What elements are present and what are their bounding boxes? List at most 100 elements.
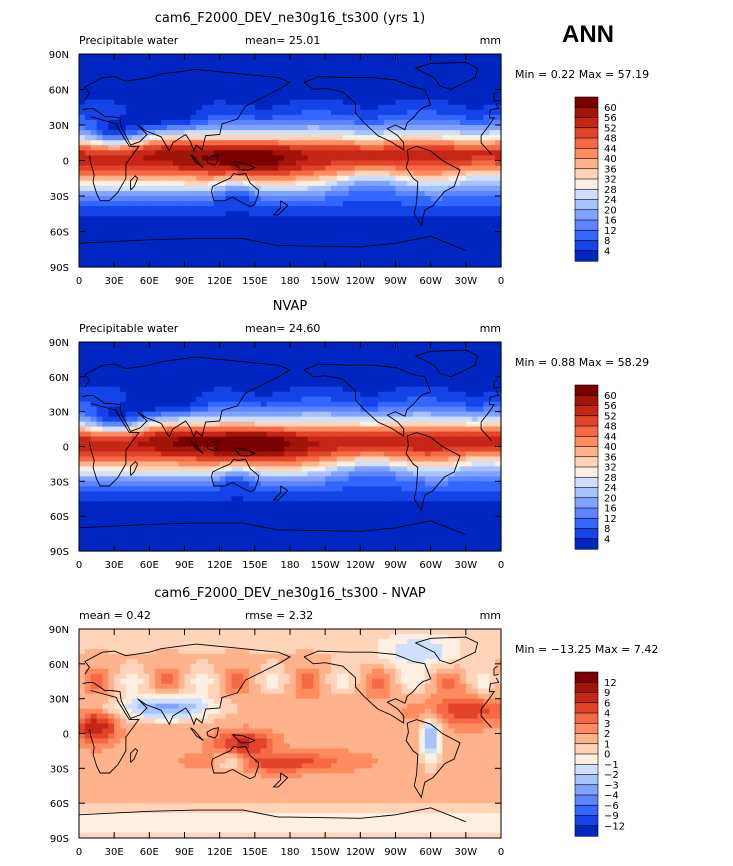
heatmap-cell (149, 201, 156, 207)
heatmap-cell (418, 185, 426, 192)
heatmap-cell (319, 356, 326, 363)
heatmap-cell (454, 371, 461, 378)
heatmap-cell (495, 241, 502, 248)
heatmap-cell (459, 231, 467, 238)
heatmap-cell (430, 130, 438, 136)
heatmap-cell (307, 391, 315, 398)
heatmap-cell (313, 135, 320, 141)
heatmap-cell (395, 84, 402, 91)
heatmap-cell (477, 211, 485, 217)
heatmap-cell (96, 246, 104, 253)
heatmap-cell (278, 54, 285, 60)
heatmap-cell (442, 64, 449, 70)
heatmap-cell (207, 386, 215, 393)
heatmap-cell (483, 84, 490, 91)
heatmap-cell (413, 396, 420, 403)
heatmap-cell (331, 211, 338, 217)
heatmap-cell (90, 135, 98, 141)
heatmap-cell (272, 190, 279, 197)
heatmap-cell (243, 381, 250, 388)
heatmap-cell (348, 94, 356, 101)
heatmap-cell (237, 211, 244, 217)
heatmap-cell (465, 196, 473, 202)
heatmap-cell (295, 130, 303, 136)
heatmap-cell (96, 366, 104, 373)
heatmap-cell (401, 125, 408, 131)
heatmap-cell (131, 241, 139, 248)
heatmap-cell (243, 376, 250, 383)
heatmap-cell (407, 206, 414, 212)
heatmap-cell (348, 150, 356, 157)
heatmap-cell (120, 114, 127, 121)
heatmap-cell (489, 421, 496, 428)
heatmap-cell (407, 74, 414, 80)
heatmap-cell (96, 361, 104, 368)
heatmap-cell (284, 366, 291, 373)
heatmap-cell (366, 79, 373, 86)
heatmap-cell (401, 160, 408, 167)
heatmap-cell (149, 342, 156, 348)
heatmap-cell (301, 466, 309, 472)
heatmap-cell (454, 366, 461, 373)
heatmap-cell (149, 145, 156, 151)
heatmap-cell (336, 441, 344, 448)
heatmap-cell (418, 386, 426, 393)
heatmap-cell (260, 140, 268, 146)
heatmap-cell (377, 74, 385, 80)
heatmap-cell (407, 386, 414, 393)
heatmap-cell (231, 401, 238, 408)
heatmap-cell (284, 381, 291, 388)
heatmap-cell (237, 99, 244, 106)
heatmap-cell (395, 406, 402, 413)
heatmap-cell (290, 416, 297, 423)
heatmap-cell (284, 104, 291, 111)
heatmap-cell (155, 406, 162, 413)
heatmap-cell (260, 396, 268, 403)
heatmap-cell (237, 114, 244, 121)
heatmap-cell (178, 211, 186, 217)
heatmap-cell (377, 221, 385, 228)
heatmap-cell (79, 201, 86, 207)
heatmap-cell (207, 361, 215, 368)
heatmap-cell (149, 99, 156, 106)
heatmap-cell (307, 246, 315, 253)
heatmap-cell (301, 185, 309, 192)
heatmap-cell (477, 256, 485, 263)
heatmap-cell (102, 140, 109, 146)
heatmap-cell (459, 221, 467, 228)
heatmap-cell (401, 376, 408, 383)
heatmap-cell (418, 54, 426, 60)
heatmap-cell (430, 356, 438, 363)
heatmap-cell (331, 114, 338, 121)
heatmap-cell (424, 221, 432, 228)
heatmap-cell (172, 241, 180, 248)
heatmap-cell (354, 79, 361, 86)
heatmap-cell (295, 416, 303, 423)
heatmap-cell (495, 196, 502, 202)
heatmap-cell (178, 94, 186, 101)
heatmap-cell (418, 406, 426, 413)
heatmap-cell (137, 441, 145, 448)
heatmap-cell (219, 104, 227, 111)
heatmap-cell (266, 371, 274, 378)
heatmap-cell (377, 185, 385, 192)
heatmap-cell (348, 185, 356, 192)
heatmap-cell (178, 160, 186, 167)
heatmap-cell (483, 226, 490, 233)
heatmap-cell (489, 104, 496, 111)
heatmap-cell (248, 436, 256, 443)
heatmap-cell (430, 391, 438, 398)
heatmap-cell (125, 84, 133, 91)
heatmap-cell (125, 366, 133, 373)
heatmap-cell (108, 109, 115, 116)
heatmap-cell (295, 150, 303, 157)
heatmap-cell (465, 94, 473, 101)
heatmap-cell (395, 236, 402, 243)
heatmap-cell (465, 431, 473, 438)
heatmap-cell (219, 216, 227, 222)
heatmap-cell (348, 231, 356, 238)
heatmap-cell (471, 196, 479, 202)
heatmap-cell (325, 165, 332, 172)
heatmap-cell (102, 109, 109, 116)
heatmap-cell (196, 381, 203, 388)
